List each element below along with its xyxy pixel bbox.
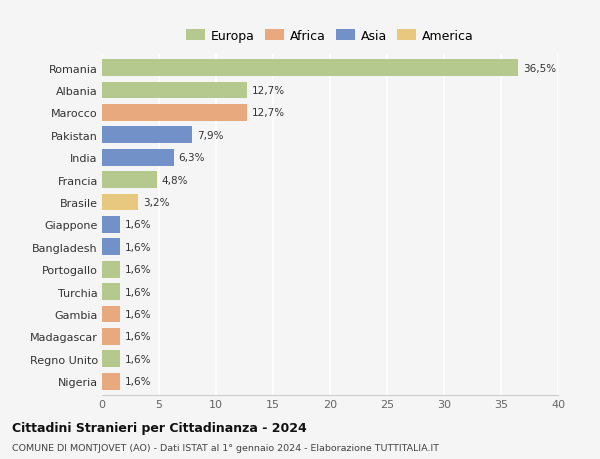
Text: 36,5%: 36,5% (523, 63, 556, 73)
Text: 1,6%: 1,6% (125, 264, 151, 274)
Text: 3,2%: 3,2% (143, 197, 170, 207)
Bar (102, 105, 247, 122)
Bar (102, 172, 157, 189)
Bar (102, 150, 174, 166)
Bar (102, 60, 518, 77)
Text: 6,3%: 6,3% (178, 153, 205, 163)
Bar (102, 373, 120, 390)
Text: 1,6%: 1,6% (125, 220, 151, 230)
Bar (102, 261, 120, 278)
Text: 12,7%: 12,7% (251, 108, 284, 118)
Bar (102, 194, 139, 211)
Bar (102, 351, 120, 367)
Bar (102, 217, 120, 233)
Text: 7,9%: 7,9% (197, 130, 223, 140)
Bar (102, 239, 120, 256)
Text: 1,6%: 1,6% (125, 309, 151, 319)
Bar (102, 127, 192, 144)
Text: 1,6%: 1,6% (125, 287, 151, 297)
Text: 12,7%: 12,7% (251, 86, 284, 96)
Legend: Europa, Africa, Asia, America: Europa, Africa, Asia, America (184, 28, 476, 45)
Text: 4,8%: 4,8% (161, 175, 188, 185)
Text: 1,6%: 1,6% (125, 376, 151, 386)
Text: 1,6%: 1,6% (125, 332, 151, 341)
Text: 1,6%: 1,6% (125, 354, 151, 364)
Bar (102, 83, 247, 99)
Text: COMUNE DI MONTJOVET (AO) - Dati ISTAT al 1° gennaio 2024 - Elaborazione TUTTITAL: COMUNE DI MONTJOVET (AO) - Dati ISTAT al… (12, 443, 439, 452)
Bar (102, 284, 120, 300)
Text: Cittadini Stranieri per Cittadinanza - 2024: Cittadini Stranieri per Cittadinanza - 2… (12, 421, 307, 435)
Bar (102, 306, 120, 323)
Bar (102, 328, 120, 345)
Text: 1,6%: 1,6% (125, 242, 151, 252)
